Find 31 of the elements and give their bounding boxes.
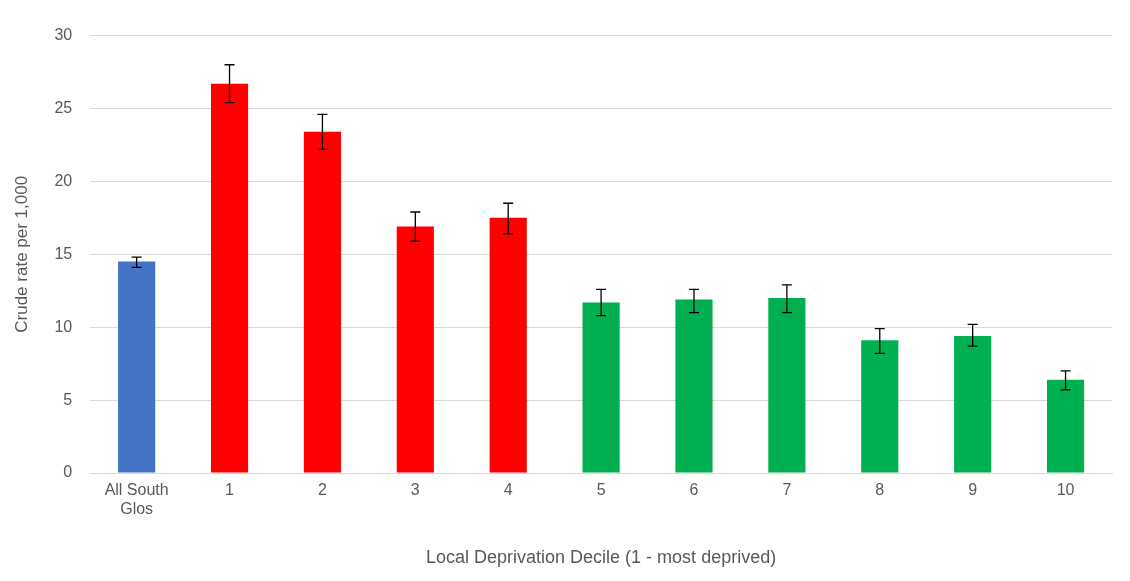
bar bbox=[861, 340, 899, 473]
y-tick-label: 0 bbox=[63, 463, 73, 481]
y-tick-label: 5 bbox=[63, 390, 73, 408]
x-tick-label: 7 bbox=[782, 481, 792, 499]
y-tick-label: 20 bbox=[54, 171, 73, 189]
x-tick-label: 3 bbox=[410, 481, 420, 499]
x-tick-label: 10 bbox=[1056, 481, 1075, 499]
x-tick-label: 5 bbox=[596, 481, 606, 499]
y-tick-label: 25 bbox=[54, 98, 73, 116]
bar bbox=[303, 131, 341, 473]
bar bbox=[675, 299, 713, 473]
x-tick-label: 4 bbox=[503, 481, 513, 499]
bar bbox=[489, 217, 527, 473]
x-tick-label: 8 bbox=[875, 481, 885, 499]
bar bbox=[396, 226, 434, 473]
bar bbox=[210, 83, 249, 473]
bar bbox=[954, 335, 992, 473]
y-tick-label: 15 bbox=[54, 244, 73, 262]
bar bbox=[118, 261, 156, 473]
x-tick-label: 6 bbox=[689, 481, 699, 499]
y-tick-label: 30 bbox=[54, 26, 73, 44]
y-tick-label: 10 bbox=[54, 317, 73, 335]
x-tick-label: All South Glos bbox=[104, 481, 169, 518]
bar bbox=[1046, 379, 1085, 473]
x-axis-title: Local Deprivation Decile (1 - most deprived) bbox=[426, 547, 777, 568]
x-tick-label: 2 bbox=[317, 481, 327, 499]
x-tick-label: 1 bbox=[225, 481, 235, 499]
y-axis-title: Crude rate per 1,000 bbox=[11, 175, 31, 333]
bar bbox=[582, 302, 620, 473]
x-tick-label: 9 bbox=[968, 481, 978, 499]
bar bbox=[768, 298, 806, 473]
